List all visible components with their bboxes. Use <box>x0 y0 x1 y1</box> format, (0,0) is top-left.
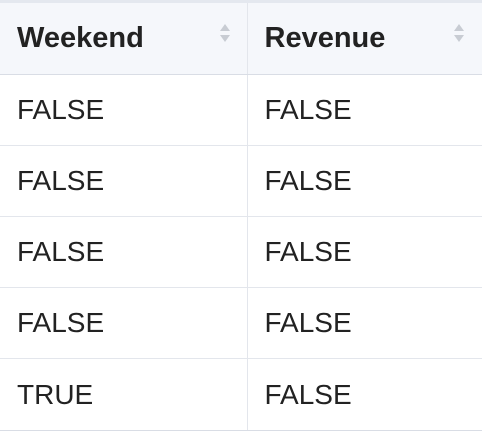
column-header-weekend[interactable]: Weekend <box>0 0 247 75</box>
table-cell-revenue: FALSE <box>246 287 482 359</box>
table-header: Weekend Revenue <box>0 0 482 75</box>
table-row: FALSE FALSE <box>0 287 482 359</box>
column-header-label: Revenue <box>264 22 386 54</box>
table-cell-weekend: FALSE <box>0 287 247 359</box>
table-cell-weekend: FALSE <box>0 216 247 288</box>
column-header-revenue[interactable]: Revenue <box>246 0 482 75</box>
table-cell-weekend: TRUE <box>0 358 247 431</box>
table-body: FALSE FALSE FALSE FALSE FALSE FALSE FALS… <box>0 74 482 431</box>
sort-icon[interactable] <box>219 22 231 44</box>
header-row: Weekend Revenue <box>0 0 482 75</box>
table-cell-revenue: FALSE <box>246 74 482 146</box>
table-row: TRUE FALSE <box>0 358 482 431</box>
table-row: FALSE FALSE <box>0 145 482 217</box>
table-row: FALSE FALSE <box>0 74 482 146</box>
table-cell-revenue: FALSE <box>246 145 482 217</box>
table-cell-revenue: FALSE <box>246 216 482 288</box>
table-cell-revenue: FALSE <box>246 358 482 431</box>
table-row: FALSE FALSE <box>0 216 482 288</box>
sort-icon[interactable] <box>453 22 465 44</box>
table-cell-weekend: FALSE <box>0 74 247 146</box>
table-cell-weekend: FALSE <box>0 145 247 217</box>
column-header-label: Weekend <box>17 22 144 54</box>
